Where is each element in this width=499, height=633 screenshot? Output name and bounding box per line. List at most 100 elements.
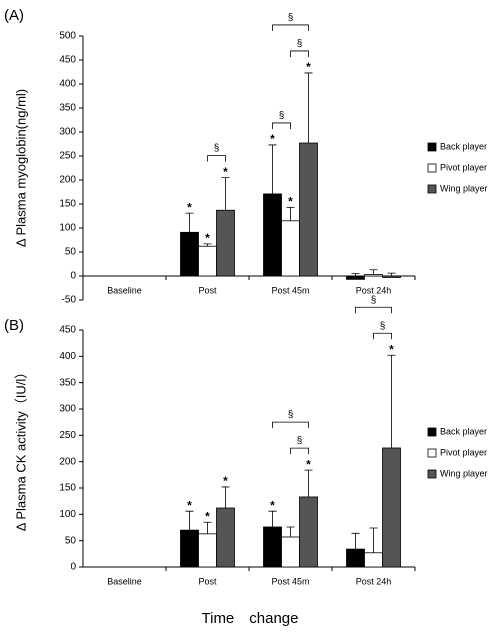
legend-swatch (427, 142, 437, 152)
y-tick-label: -50 (62, 295, 77, 306)
y-tick-label: 100 (59, 509, 76, 520)
significance-mark: * (270, 498, 275, 512)
error-bar (369, 527, 378, 553)
bracket-label: § (279, 111, 285, 122)
y-tick-label: 450 (59, 55, 76, 66)
legend-swatch (427, 427, 437, 437)
error-bar (268, 510, 277, 527)
error-bar (203, 243, 212, 247)
bar (180, 231, 199, 277)
y-tick-label: 200 (59, 456, 76, 467)
error-bar (268, 144, 277, 194)
significance-bracket (373, 332, 392, 340)
y-tick-label: 50 (65, 247, 77, 258)
significance-bracket (272, 24, 309, 31)
bracket-label: § (297, 436, 303, 447)
x-tick-label: Post (198, 576, 217, 586)
bar (281, 536, 300, 568)
legend-swatch (427, 448, 437, 458)
y-tick-label: 0 (70, 562, 76, 573)
x-tick-label: Baseline (107, 285, 142, 295)
bracket-label: § (380, 321, 386, 332)
y-tick-label: 300 (59, 404, 76, 415)
bar (198, 245, 217, 277)
panel-label: (B) (4, 317, 24, 334)
error-bar (304, 72, 313, 144)
significance-bracket (272, 421, 309, 429)
legend-label: Back player (440, 141, 487, 151)
bar (346, 548, 365, 568)
legend-swatch (427, 184, 437, 194)
legend-label: Pivot player (440, 162, 487, 172)
legend-swatch (427, 469, 437, 479)
y-tick-label: 400 (59, 79, 76, 90)
significance-bracket (272, 122, 291, 129)
bar (263, 193, 282, 277)
error-bar (185, 212, 194, 233)
y-tick-label: 150 (59, 199, 76, 210)
significance-bracket (355, 306, 392, 314)
y-tick-label: 200 (59, 175, 76, 186)
legend-swatch (427, 163, 437, 173)
bar (180, 529, 199, 568)
bracket-label: § (297, 39, 303, 50)
bracket-label: § (371, 295, 377, 306)
significance-mark: * (187, 498, 192, 512)
bracket-label: § (288, 13, 294, 24)
y-tick-label: 150 (59, 483, 76, 494)
significance-mark: * (306, 457, 311, 471)
significance-bracket (290, 447, 309, 455)
legend-label: Wing player (440, 183, 488, 193)
x-axis-label: Time change (202, 610, 299, 627)
error-bar (203, 521, 212, 534)
y-tick-label: 50 (65, 535, 77, 546)
error-bar (387, 354, 396, 448)
bar (382, 447, 401, 568)
x-tick-label: Baseline (107, 576, 142, 586)
y-tick-label: 350 (59, 377, 76, 388)
bar (346, 275, 365, 280)
error-bar (286, 526, 295, 537)
significance-mark: * (389, 342, 394, 356)
bar (216, 209, 235, 277)
bracket-label: § (214, 143, 220, 154)
significance-mark: * (288, 195, 293, 209)
significance-mark: * (205, 509, 210, 523)
y-tick-label: 450 (59, 325, 76, 336)
significance-bracket (207, 155, 226, 162)
error-bar (351, 273, 360, 276)
bracket-label: § (288, 410, 294, 421)
legend-label: Pivot player (440, 447, 487, 457)
y-tick-label: 100 (59, 223, 76, 234)
error-bar (369, 269, 378, 275)
error-bar (304, 469, 313, 497)
y-axis-label: Δ Plasma myoglobin(ng/ml) (13, 89, 28, 247)
y-tick-label: 0 (70, 271, 76, 282)
panel-label: (A) (4, 7, 24, 24)
bar (216, 507, 235, 568)
significance-bracket (290, 50, 309, 57)
bar (198, 533, 217, 568)
significance-mark: * (270, 132, 275, 146)
error-bar (221, 177, 230, 211)
significance-mark: * (223, 474, 228, 488)
error-bar (185, 510, 194, 531)
x-tick-label: Post 45m (271, 285, 309, 295)
x-tick-label: Post 24h (356, 576, 392, 586)
error-bar (286, 206, 295, 221)
bar (299, 142, 318, 277)
significance-mark: * (306, 60, 311, 74)
significance-mark: * (205, 231, 210, 245)
y-tick-label: 500 (59, 31, 76, 42)
bar (281, 220, 300, 277)
legend-label: Wing player (440, 468, 488, 478)
y-tick-label: 250 (59, 151, 76, 162)
bar (263, 526, 282, 568)
error-bar (351, 532, 360, 550)
x-tick-label: Post 45m (271, 576, 309, 586)
y-tick-label: 400 (59, 351, 76, 362)
bar (382, 275, 401, 278)
error-bar (387, 272, 396, 276)
legend-label: Back player (440, 426, 487, 436)
